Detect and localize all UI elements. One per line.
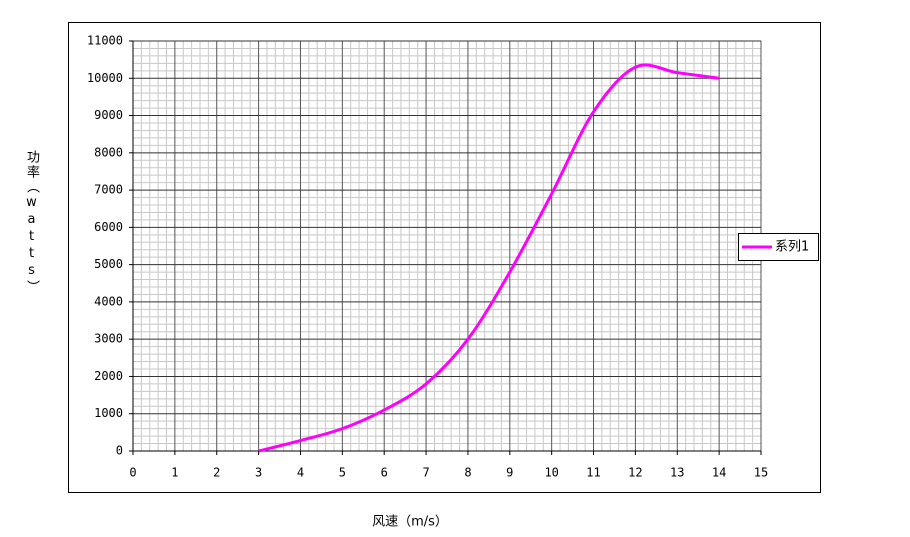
x-tick-label: 3	[255, 466, 262, 480]
x-tick-label: 12	[628, 466, 642, 480]
x-tick-label: 6	[381, 466, 388, 480]
y-tick-label: 3000	[94, 332, 123, 346]
x-tick-label: 11	[586, 466, 600, 480]
y-tick-label: 4000	[94, 294, 123, 308]
y-tick-label: 1000	[94, 406, 123, 420]
x-tick-label: 0	[129, 466, 136, 480]
plot-area	[132, 40, 762, 452]
x-tick-label: 9	[506, 466, 513, 480]
x-tick-label: 8	[464, 466, 471, 480]
x-tick-label: 5	[339, 466, 346, 480]
y-tick-label: 7000	[94, 183, 123, 197]
legend-label: 系列1	[775, 240, 809, 255]
x-tick-label: 10	[544, 466, 558, 480]
legend: 系列1	[738, 233, 819, 261]
x-tick-label: 4	[297, 466, 304, 480]
x-tick-label: 7	[422, 466, 429, 480]
x-tick-label: 15	[754, 466, 768, 480]
y-tick-label: 11000	[87, 34, 123, 48]
y-tick-label: 8000	[94, 145, 123, 159]
y-tick-label: 2000	[94, 369, 123, 383]
x-tick-label: 13	[670, 466, 684, 480]
x-tick-label: 1	[171, 466, 178, 480]
y-tick-label: 9000	[94, 108, 123, 122]
y-tick-label: 10000	[87, 71, 123, 85]
y-tick-label: 0	[116, 444, 123, 458]
y-tick-label: 6000	[94, 220, 123, 234]
y-tick-label: 5000	[94, 257, 123, 271]
x-tick-label: 2	[213, 466, 220, 480]
series-line	[258, 63, 720, 453]
x-tick-label: 14	[712, 466, 726, 480]
y-axis-label: 功率（watts）	[24, 150, 39, 295]
x-axis-label: 风速（m/s）	[372, 515, 448, 530]
